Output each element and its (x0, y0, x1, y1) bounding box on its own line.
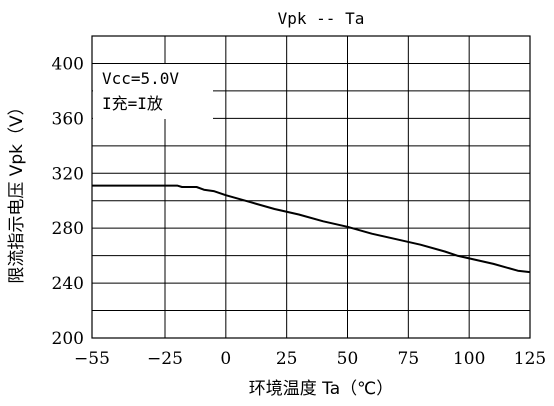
x-tick-label: −55 (74, 349, 110, 369)
y-tick-label: 280 (52, 219, 84, 239)
legend-current-text: I充=I放 (102, 94, 163, 113)
y-tick-label: 240 (52, 274, 84, 294)
x-tick-label: 75 (398, 349, 420, 369)
x-tick-label: 50 (337, 349, 359, 369)
series-layer (92, 184, 531, 274)
plot-frame (91, 35, 531, 339)
series-line-vpk (92, 184, 531, 274)
legend-vcc-text: Vcc=5.0V (102, 69, 179, 88)
y-tick-label: 320 (52, 164, 84, 184)
y-tick-labels: 200 240 280 320 360 400 (52, 54, 84, 349)
legend-box: Vcc=5.0V I充=I放 (93, 64, 213, 119)
y-tick-label: 200 (52, 329, 84, 349)
y-axis-title: 限流指示电压 Vpk（V） (7, 98, 27, 283)
chart-title: Vpk -- Ta (278, 9, 365, 28)
y-tick-label: 360 (52, 109, 84, 129)
x-tick-label: 100 (453, 349, 485, 369)
x-tick-label: 125 (514, 349, 546, 369)
x-tick-labels: −55 −25 0 25 50 75 100 125 (74, 349, 546, 369)
x-tick-label: 25 (276, 349, 298, 369)
x-axis-title: 环境温度 Ta（℃） (249, 379, 393, 399)
grid (91, 35, 531, 339)
legend-background (93, 64, 213, 119)
y-tick-label: 400 (52, 54, 84, 74)
x-tick-label: −25 (147, 349, 183, 369)
x-tick-label: 0 (220, 349, 231, 369)
